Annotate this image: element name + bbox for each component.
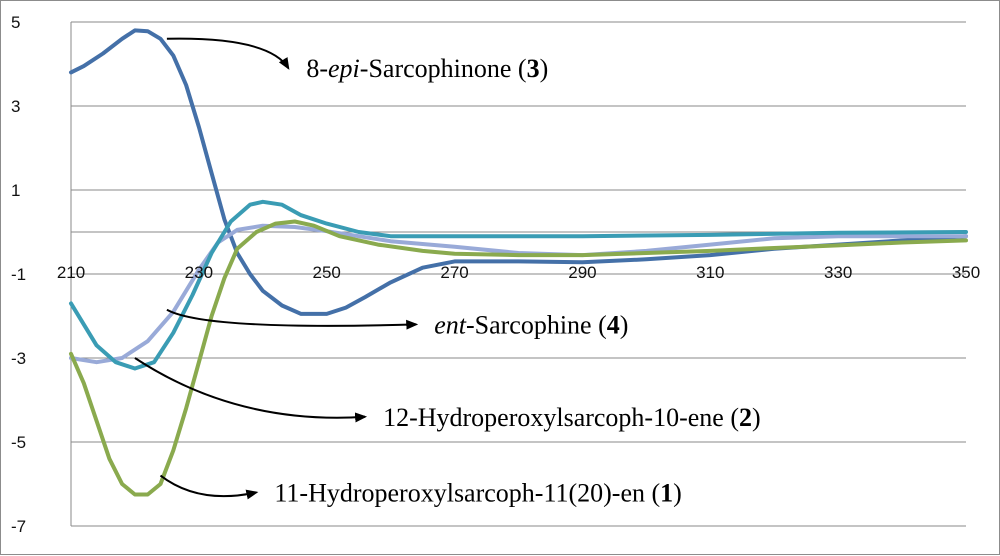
annotation-label-a4: ent-Sarcophine (4): [434, 310, 628, 339]
annotation-suffix: ): [752, 403, 761, 432]
annotation-suffix: ): [620, 310, 629, 339]
series-lines: [69, 28, 968, 497]
annotation-rest: -Sarcophinone (: [360, 54, 527, 83]
y-tick-label: 3: [11, 97, 20, 116]
x-tick-labels: 210 230 250 270 290 310 330 350: [57, 263, 980, 282]
annotation-arrow-a1: [159, 474, 259, 500]
series-line-s2: [69, 199, 968, 371]
y-tick-label: -3: [11, 349, 26, 368]
annotation-arrow-a3: [166, 37, 290, 70]
annotation-arrow-a2: [134, 357, 368, 423]
annotation-italic: epi: [328, 54, 360, 83]
annotation-rest: 11-Hydroperoxylsarcoph-11(20)-en (: [274, 478, 660, 507]
annotation-italic: ent: [434, 310, 467, 339]
annotation-suffix: ): [673, 478, 682, 507]
annotation-suffix: ): [540, 54, 549, 83]
series-line-s4: [69, 223, 968, 365]
x-tick-label: 350: [952, 263, 980, 282]
y-tick-label: -1: [11, 265, 26, 284]
annotation-bold: 4: [607, 310, 620, 339]
y-tick-label: 5: [11, 13, 20, 32]
y-tick-labels: 5 3 1 -1 -3 -5 -7: [11, 13, 26, 536]
y-tick-label: -7: [11, 517, 26, 536]
x-tick-label: 310: [696, 263, 724, 282]
annotation-bold: 3: [527, 54, 540, 83]
annotation-label-a2: 12-Hydroperoxylsarcoph-10-ene (2): [383, 403, 761, 432]
annotation-prefix: 8-: [306, 54, 328, 83]
series-line-s3: [69, 28, 968, 316]
annotation-label-a1: 11-Hydroperoxylsarcoph-11(20)-en (1): [274, 478, 681, 507]
annotation-label-a3: 8-epi-Sarcophinone (3): [306, 54, 548, 83]
y-tick-label: -5: [11, 433, 26, 452]
y-tick-label: 1: [11, 181, 20, 200]
x-tick-label: 250: [313, 263, 341, 282]
x-tick-label: 330: [824, 263, 852, 282]
series-line-s1: [69, 219, 968, 497]
annotation-bold: 2: [739, 403, 752, 432]
annotations: 8-epi-Sarcophinone (3)ent-Sarcophine (4)…: [134, 37, 761, 507]
annotation-arrow-a4: [166, 308, 419, 330]
x-tick-label: 290: [568, 263, 596, 282]
annotation-rest: -Sarcophine (: [466, 310, 607, 339]
x-tick-label: 230: [185, 263, 213, 282]
gridlines: [70, 21, 966, 527]
x-tick-label: 210: [57, 263, 85, 282]
x-tick-label: 270: [440, 263, 468, 282]
annotation-rest: 12-Hydroperoxylsarcoph-10-ene (: [383, 403, 739, 432]
annotation-bold: 1: [660, 478, 673, 507]
